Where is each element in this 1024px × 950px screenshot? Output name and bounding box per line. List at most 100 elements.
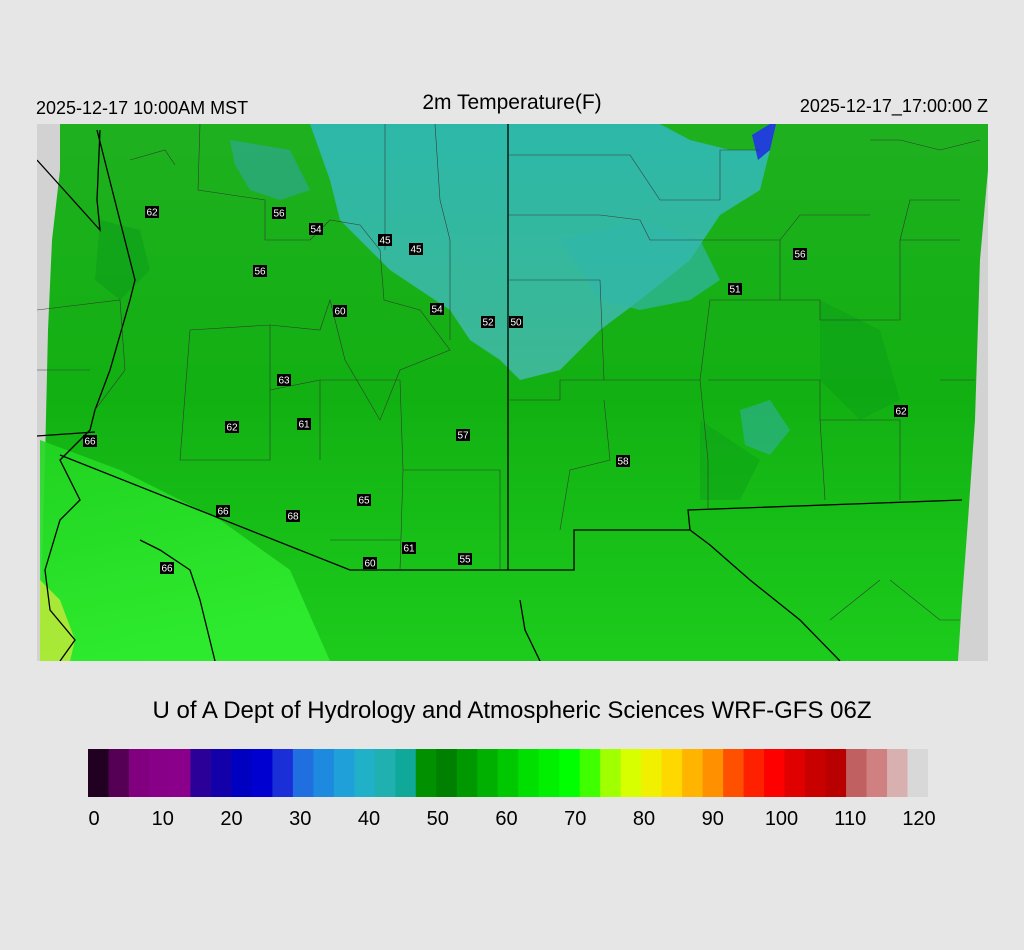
colorbar-swatch [395, 749, 417, 797]
temperature-label: 60 [333, 305, 347, 318]
colorbar-swatch [354, 749, 376, 797]
temperature-label: 62 [145, 206, 159, 219]
svg-text:54: 54 [310, 225, 322, 236]
temperature-label: 65 [357, 494, 371, 507]
lake [752, 124, 776, 160]
local-time-label: 2025-12-17 10:00AM MST [36, 98, 249, 118]
svg-text:56: 56 [273, 209, 285, 220]
svg-text:51: 51 [729, 285, 741, 296]
colorbar-swatch [313, 749, 335, 797]
svg-text:60: 60 [334, 307, 346, 318]
colorbar-swatch [190, 749, 212, 797]
warm-region [40, 440, 330, 661]
colorbar-swatch [620, 749, 642, 797]
colorbar-swatch [272, 749, 294, 797]
temperature-label: 52 [481, 316, 495, 329]
colorbar-swatch [805, 749, 827, 797]
colorbar-swatch [641, 749, 663, 797]
colorbar-swatch [825, 749, 847, 797]
svg-text:68: 68 [287, 512, 299, 523]
temperature-label: 58 [616, 455, 630, 468]
svg-text:61: 61 [298, 420, 310, 431]
colorbar-swatch [333, 749, 355, 797]
colorbar-swatch [251, 749, 273, 797]
colorbar-swatch [374, 749, 396, 797]
colorbar-tick-label: 40 [357, 808, 381, 830]
colorbar-tick-label: 110 [834, 808, 867, 830]
colorbar-swatch [723, 749, 745, 797]
colorbar-tick-label: 10 [151, 808, 174, 830]
temperature-label: 45 [378, 234, 392, 247]
svg-text:52: 52 [482, 318, 494, 329]
temperature-label: 57 [456, 429, 470, 442]
colorbar-tick-label: 90 [701, 808, 724, 830]
temperature-label: 60 [363, 557, 377, 570]
colorbar-swatch [456, 749, 478, 797]
temperature-label: 55 [458, 553, 472, 566]
cool-region-north [310, 124, 770, 380]
colorbar-swatch [887, 749, 909, 797]
colorbar-swatch [764, 749, 786, 797]
svg-text:62: 62 [226, 423, 238, 434]
colorbar-tick-label: 80 [632, 808, 656, 830]
colorbar-tick-label: 120 [902, 808, 936, 830]
colorbar-swatch [682, 749, 704, 797]
colorbar-ticks: 0 10 20 30 40 50 60 70 80 90 100 110 120 [0, 808, 1024, 838]
temperature-label: 61 [402, 542, 416, 555]
credit-line: U of A Dept of Hydrology and Atmospheric… [152, 697, 872, 724]
temperature-label: 54 [430, 303, 444, 316]
temperature-label: 50 [509, 316, 523, 329]
svg-text:45: 45 [410, 245, 422, 256]
colorbar-swatch [661, 749, 683, 797]
svg-text:65: 65 [358, 496, 370, 507]
utc-time-label: 2025-12-17_17:00:00 Z [799, 96, 988, 116]
colorbar-swatch [846, 749, 868, 797]
colorbar-swatch [518, 749, 540, 797]
svg-text:55: 55 [459, 555, 471, 566]
svg-text:63: 63 [278, 376, 290, 387]
svg-text:57: 57 [457, 431, 469, 442]
svg-text:45: 45 [379, 236, 391, 247]
temperature-label: 62 [225, 421, 239, 434]
colorbar-swatch [702, 749, 724, 797]
colorbar-tick-label: 20 [220, 808, 243, 830]
colorbar-swatch [477, 749, 499, 797]
colorbar-tick-label: 0 [88, 808, 100, 830]
colorbar-swatch [436, 749, 458, 797]
temperature-label: 56 [272, 207, 286, 220]
colorbar-swatch [907, 749, 928, 797]
svg-text:58: 58 [617, 457, 629, 468]
colorbar-swatch [497, 749, 519, 797]
svg-text:66: 66 [161, 564, 173, 575]
temperature-label: 66 [160, 562, 174, 575]
map-title: 2m Temperature(F) [422, 91, 602, 114]
svg-text:60: 60 [364, 559, 376, 570]
temperature-label: 63 [277, 374, 291, 387]
station-labels: 62 56 54 45 45 56 60 54 52 50 56 51 63 62 61 57 58 62 66 66… [83, 206, 908, 575]
svg-text:56: 56 [794, 250, 806, 261]
colorbar-tick-label: 60 [495, 808, 518, 830]
temperature-label: 62 [894, 405, 908, 418]
temperature-label: 45 [409, 243, 423, 256]
temperature-label: 54 [309, 223, 323, 236]
colorbar-swatch [743, 749, 765, 797]
colorbar-swatch [108, 749, 130, 797]
temperature-label: 56 [793, 248, 807, 261]
svg-text:61: 61 [403, 544, 415, 555]
model-domain [40, 124, 988, 661]
temperature-label: 66 [216, 505, 230, 518]
colorbar-tick-label: 70 [564, 808, 587, 830]
colorbar-swatch [231, 749, 253, 797]
svg-text:66: 66 [84, 437, 96, 448]
colorbar-swatch [784, 749, 806, 797]
temperature-map: 62 56 54 45 45 56 60 54 52 50 56 51 63 62 61 57 58 62 66 66… [37, 124, 988, 661]
svg-text:62: 62 [146, 208, 158, 219]
svg-text:50: 50 [510, 318, 522, 329]
colorbar-swatch [128, 749, 151, 797]
colorbar-tick-label: 100 [764, 808, 799, 830]
svg-text:66: 66 [217, 507, 229, 518]
colorbar-swatch [600, 749, 622, 797]
temperature-label: 51 [728, 283, 742, 296]
colorbar-swatch [538, 749, 560, 797]
colorbar-swatch [88, 749, 110, 797]
